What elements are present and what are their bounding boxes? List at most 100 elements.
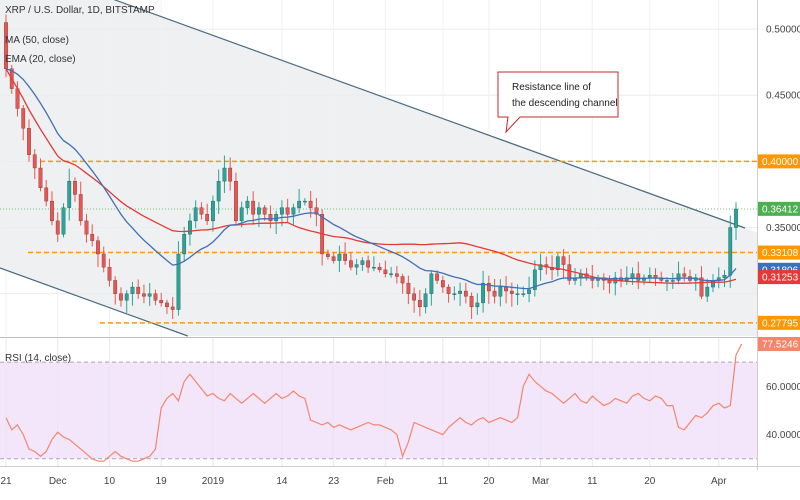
rsi-value-tag: 77.5246	[758, 336, 800, 351]
candle	[676, 261, 681, 285]
candle-body	[446, 286, 451, 294]
rsi-line	[5, 343, 743, 462]
candle	[400, 273, 405, 294]
candle	[193, 200, 198, 229]
candle-body	[389, 273, 393, 275]
candle	[682, 266, 687, 282]
candle	[205, 203, 210, 225]
candle	[337, 245, 342, 273]
candle	[50, 191, 54, 226]
candle-body	[458, 290, 462, 294]
candle-body	[326, 253, 330, 257]
channel-support-line	[0, 267, 189, 337]
price-tag: 0.27795	[758, 315, 800, 330]
candle-body	[205, 214, 210, 222]
candle-body	[561, 256, 566, 265]
candle-body	[734, 208, 738, 228]
candle	[734, 202, 738, 241]
candle-body	[84, 220, 89, 235]
candle-body	[268, 214, 273, 222]
rsi-value-tag-label: 77.5246	[762, 339, 799, 350]
candle	[251, 191, 256, 225]
candle	[216, 169, 221, 214]
candle	[176, 241, 181, 316]
candle	[665, 277, 669, 291]
candle-body	[406, 282, 411, 294]
candle-body	[21, 108, 26, 129]
candle-body	[440, 280, 445, 288]
candle-body	[366, 260, 371, 268]
price-pane: Resistance line of the descending channe…	[0, 0, 757, 337]
price-y-axis: 0.50000 0.45000 0.35000	[766, 25, 800, 234]
candle-body	[423, 293, 428, 308]
candle	[170, 297, 175, 320]
candle-body	[245, 200, 250, 208]
candle-body	[400, 276, 405, 284]
candle-body	[119, 293, 123, 301]
candle	[61, 203, 66, 238]
candle	[417, 290, 422, 317]
candle-body	[153, 293, 158, 301]
candle	[440, 275, 445, 293]
rsi-gridlines	[5, 338, 720, 466]
legend-ema: EMA (20, close)	[5, 54, 76, 65]
candle	[326, 249, 330, 260]
ema20-line	[5, 68, 737, 290]
time-tick-label: 21	[0, 476, 12, 487]
candle	[636, 261, 641, 290]
candle	[423, 288, 428, 314]
candle-body	[211, 200, 215, 222]
price-tags: 0.400000.364120.331080.318060.312530.277…	[758, 154, 800, 330]
candle-body	[234, 181, 238, 222]
candle-body	[682, 273, 687, 277]
price-tag: 0.36412	[758, 201, 800, 216]
rsi-tick-label: 60.0000	[766, 382, 800, 393]
candle-body	[532, 269, 537, 290]
candle	[90, 224, 95, 247]
rsi-tick-label: 40.0000	[766, 430, 800, 441]
candle	[285, 198, 290, 222]
candle-body	[280, 207, 284, 215]
candle-body	[492, 290, 497, 297]
candle	[354, 258, 359, 276]
candle	[412, 287, 416, 313]
candle-body	[228, 167, 233, 182]
candle-body	[182, 233, 187, 255]
candle-body	[124, 293, 129, 301]
candle-body	[360, 260, 365, 265]
candle	[228, 157, 233, 191]
candle	[96, 236, 100, 268]
candle-body	[567, 264, 572, 281]
candle-body	[394, 273, 399, 277]
candle-body	[469, 296, 474, 308]
candle-body	[78, 194, 83, 222]
candle-body	[193, 207, 198, 222]
price-tag-label: 0.36412	[762, 204, 799, 215]
candle	[130, 281, 135, 306]
candle-body	[44, 187, 49, 202]
candle	[349, 252, 353, 271]
candle	[498, 279, 503, 307]
price-tag-box	[758, 245, 800, 260]
candle-body	[32, 154, 37, 169]
candle-body	[711, 280, 715, 288]
candle-body	[452, 293, 457, 295]
candle	[383, 260, 388, 278]
candle	[78, 181, 83, 226]
candle	[21, 104, 26, 141]
candle-body	[343, 253, 348, 261]
candle-body	[728, 227, 733, 276]
time-x-axis: 21 Dec 10 19 2019 14 23 Feb 11 20 Mar 11 20 Apr	[0, 476, 727, 487]
candle	[469, 292, 474, 320]
candle-body	[504, 286, 508, 292]
candle	[188, 213, 192, 246]
candle	[527, 276, 531, 303]
candle	[4, 14, 8, 78]
candle	[567, 254, 572, 285]
candle-body	[429, 273, 434, 294]
candle-body	[136, 286, 141, 294]
candle-body	[303, 200, 307, 203]
candle	[182, 226, 187, 262]
price-tag-box	[758, 270, 800, 285]
